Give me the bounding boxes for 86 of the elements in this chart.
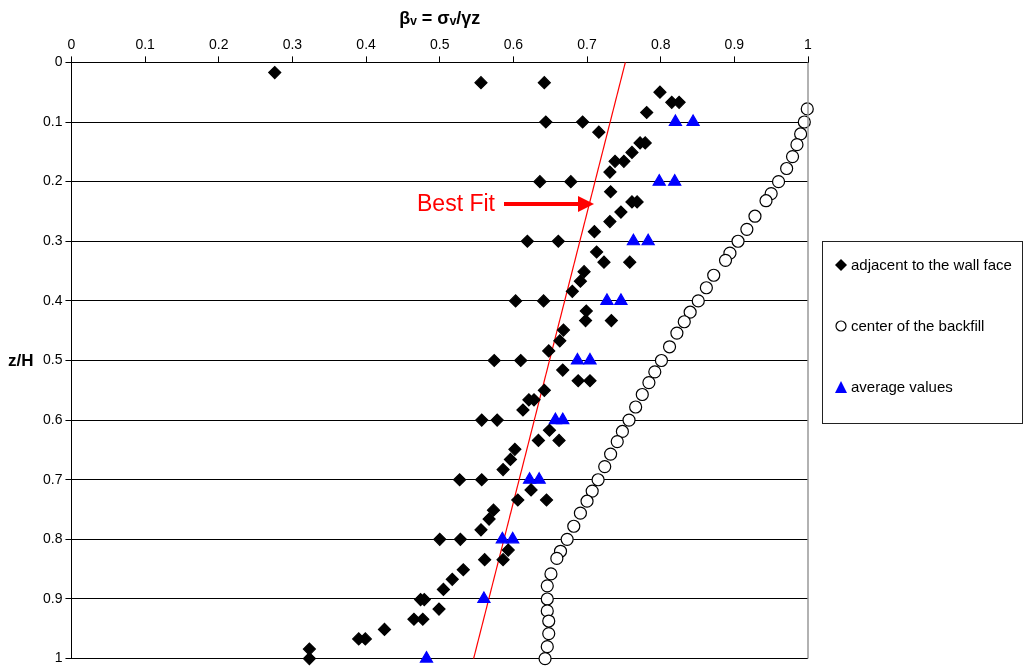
point xyxy=(560,532,574,546)
point xyxy=(668,174,682,186)
point xyxy=(591,473,605,487)
point xyxy=(654,353,669,368)
point xyxy=(567,519,581,533)
point xyxy=(668,114,683,127)
y-tick-label: 0.1 xyxy=(42,112,63,129)
point xyxy=(790,138,804,152)
y-axis-title: z/H xyxy=(8,350,34,371)
y-tick-label: 0.3 xyxy=(42,232,63,249)
x-axis-title: βᵥ = σᵥ/γz xyxy=(399,7,481,28)
point xyxy=(740,222,754,236)
point xyxy=(785,150,800,164)
y-tick-label: 0.7 xyxy=(42,470,63,487)
legend-label: average values xyxy=(851,378,953,396)
point xyxy=(550,551,564,566)
point xyxy=(622,413,636,427)
point xyxy=(538,652,552,666)
x-tick-label: 0.1 xyxy=(135,35,156,52)
y-tick-label: 0.9 xyxy=(42,589,63,606)
point xyxy=(731,234,745,248)
point xyxy=(629,400,643,414)
point xyxy=(477,591,491,604)
point xyxy=(626,233,641,246)
point xyxy=(542,614,556,628)
point xyxy=(598,460,612,474)
point xyxy=(542,626,556,641)
point xyxy=(540,579,554,593)
point xyxy=(641,233,655,246)
y-tick-label: 0.5 xyxy=(42,351,63,368)
point xyxy=(544,567,558,581)
x-tick-label: 0.7 xyxy=(577,35,597,52)
point xyxy=(495,531,509,544)
point xyxy=(419,651,434,663)
point xyxy=(683,305,697,319)
y-tick-label: 0.2 xyxy=(42,172,63,189)
point xyxy=(573,506,588,520)
x-tick-label: 0.9 xyxy=(724,35,745,52)
point xyxy=(580,494,594,508)
point xyxy=(532,472,546,484)
point xyxy=(771,175,786,189)
point xyxy=(583,352,597,365)
x-tick-label: 0.6 xyxy=(503,35,524,52)
x-tick-label: 0.2 xyxy=(209,35,229,52)
point xyxy=(780,161,794,176)
point xyxy=(585,484,599,498)
point xyxy=(648,365,662,379)
point xyxy=(540,640,554,654)
point xyxy=(699,281,713,295)
point xyxy=(615,424,629,439)
point xyxy=(635,387,649,402)
point xyxy=(677,315,691,329)
point xyxy=(670,326,684,340)
point xyxy=(600,293,614,305)
y-tick-label: 0.6 xyxy=(42,410,63,427)
point xyxy=(540,592,554,606)
point xyxy=(505,531,520,544)
x-tick-label: 0.5 xyxy=(430,35,450,52)
point xyxy=(691,294,705,308)
point xyxy=(556,412,570,425)
point xyxy=(748,209,762,223)
x-tick-label: 1 xyxy=(804,35,813,52)
x-tick-label: 0.8 xyxy=(650,35,671,52)
y-tick-label: 0.8 xyxy=(42,530,63,547)
point xyxy=(707,268,721,282)
y-tick-label: 0.4 xyxy=(42,291,63,308)
x-tick-label: 0.3 xyxy=(282,35,303,52)
point xyxy=(604,447,618,461)
point xyxy=(570,352,585,365)
point xyxy=(614,293,628,305)
point xyxy=(718,253,733,267)
point xyxy=(686,114,700,127)
point xyxy=(662,340,677,354)
point xyxy=(610,434,624,449)
x-tick-label: 0.4 xyxy=(356,35,377,52)
legend-label: adjacent to the wall face xyxy=(851,256,1012,274)
point xyxy=(522,472,537,484)
annotation: Best Fit xyxy=(417,189,495,217)
point xyxy=(759,194,773,208)
y-tick-label: 0 xyxy=(54,53,63,70)
x-tick-label: 0 xyxy=(67,35,76,52)
point xyxy=(794,127,808,141)
point xyxy=(652,174,666,186)
legend-label: center of the backfill xyxy=(851,317,985,335)
y-tick-label: 1 xyxy=(54,649,63,666)
point xyxy=(642,375,656,390)
